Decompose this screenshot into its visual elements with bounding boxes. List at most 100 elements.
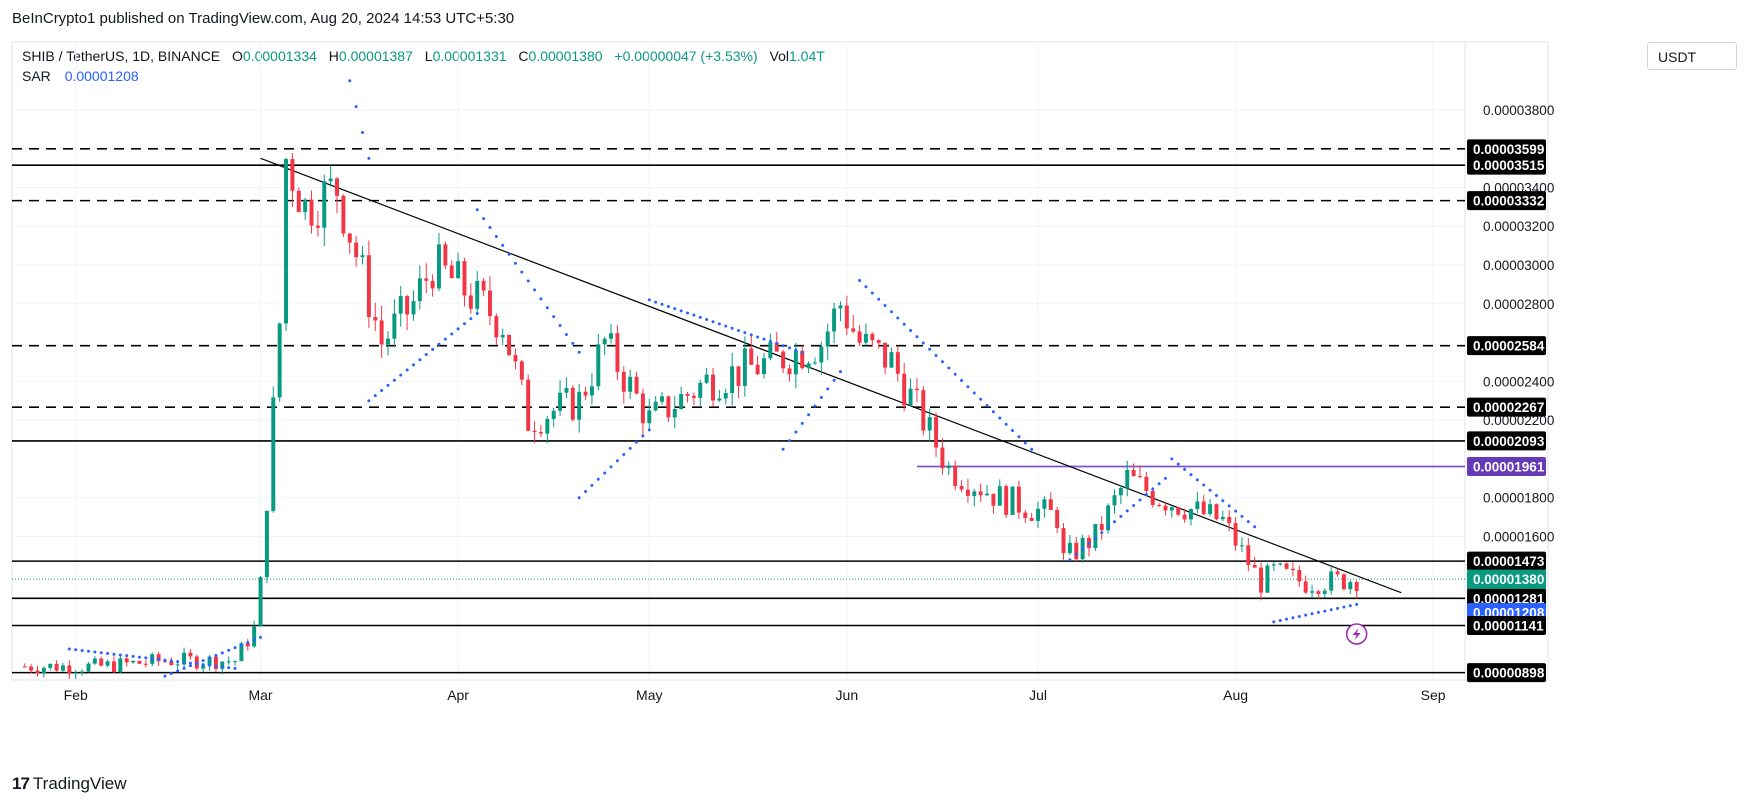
open-label: O [232,48,243,64]
high-label: H [328,48,339,64]
candle-body [1239,545,1244,547]
candle-body [29,666,34,671]
horizontal-levels [12,148,1465,674]
sar-dot [1202,483,1206,487]
sar-dot [609,465,613,469]
candle-body [411,301,416,315]
candle-body [513,355,518,362]
candle-body [1348,582,1353,590]
candle-body [685,393,690,396]
candle-body [774,342,779,352]
close-value: 0.00001380 [528,48,603,64]
sar-dot [1304,613,1308,617]
candle-body [1284,563,1289,569]
candle-body [653,401,658,411]
sar-dot [1297,614,1301,618]
candle-body [1220,516,1225,520]
price-label-text: 0.00003332 [1473,194,1544,209]
price-label-box [1467,139,1546,159]
candle-body [876,340,881,343]
currency-selector[interactable]: USDT [1647,42,1737,70]
candle-body [92,658,97,664]
candle-body [577,391,582,420]
sar-dot [902,322,906,326]
candle-body [252,626,257,647]
candle-body [424,278,429,281]
candle-body [609,333,614,339]
candle-body [1322,590,1327,594]
sar-dot [144,656,148,660]
candle-body [1335,571,1340,575]
sar-dot [698,315,702,319]
sar-dot [386,383,390,387]
sar-dot [380,388,384,392]
sar-dot [513,261,517,265]
sar-dot [526,279,530,283]
sar-dot [469,317,473,321]
sar-dot [437,342,441,346]
candle-body [570,387,575,420]
candle-body [500,334,505,338]
candle-body [1023,512,1028,519]
sar-dot [1240,514,1244,518]
sar-dot [1176,462,1180,466]
candle-body [213,656,218,669]
candle-body [220,661,225,669]
sar-dot [858,279,862,283]
sar-dot [214,664,218,668]
price-label-text: 0.00001380 [1473,572,1544,587]
sar-dot [106,651,110,655]
sar-dot [188,664,192,668]
sar-dot [125,654,129,658]
sar-dot [743,331,747,335]
candle-body [1246,545,1251,566]
candle-body [1176,507,1181,515]
sar-dot [373,394,377,398]
sar-dot [1087,541,1091,545]
candle-body [405,296,410,315]
x-tick-label: Apr [447,687,469,703]
volume-label: Vol [769,48,789,64]
sar-dot [188,661,192,665]
sar-dot [966,385,970,389]
sar-dot [775,342,779,346]
sar-dot [176,669,180,673]
candle-body [417,278,422,302]
sar-dot [246,641,250,645]
candle-body [277,323,282,398]
sar-dot [781,447,785,451]
sar-dot [214,653,218,657]
candle-body [895,352,900,374]
sar-dot [896,316,900,320]
candle-body [602,338,607,345]
sar-dot [259,635,263,639]
sar-dot [724,324,728,328]
sar-dot [169,659,173,663]
candle-body [781,351,786,369]
price-label-text: 0.00002267 [1473,400,1544,415]
sar-dot [870,291,874,295]
high-value: 0.00001387 [338,48,413,64]
candle-body [1080,537,1085,560]
sar-dot [940,360,944,364]
candle-body [1252,565,1257,568]
candle-body [494,316,499,338]
sar-dot [157,657,161,661]
candle-body [742,348,747,386]
candle-body [137,660,142,664]
candle-body [1138,476,1142,478]
candle-body [1074,542,1079,560]
candle-body [532,430,537,433]
symbol-label[interactable]: SHIB / TetherUS, 1D, BINANCE [22,48,221,64]
candle-body [564,387,569,393]
candle-body [111,661,116,673]
candle-body [80,671,85,673]
candle-body [787,368,792,375]
tradingview-logo[interactable]: 17 TradingView [12,774,126,794]
axes: Feb Mar Apr May Jun Jul Aug Sep 0.00003800 0.0000… [64,103,1555,703]
sar-dot [737,328,740,332]
sar-label[interactable]: SAR [22,68,51,84]
sar-dot [424,353,428,357]
sar-dot [590,483,594,487]
